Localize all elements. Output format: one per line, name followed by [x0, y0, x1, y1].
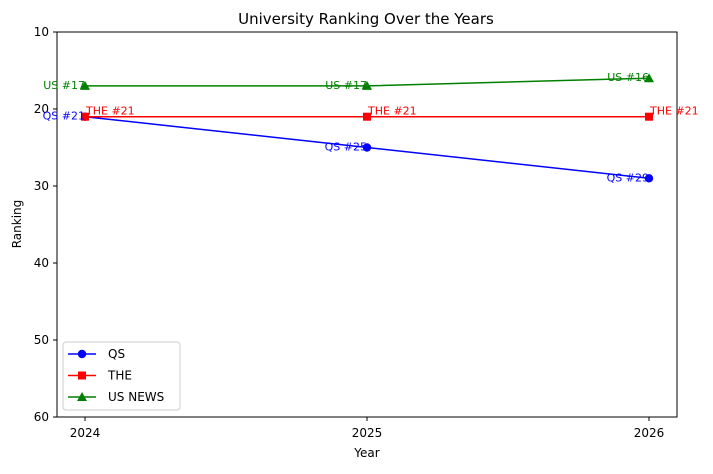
legend-label-qs: QS — [108, 347, 125, 361]
y-tick-label: 30 — [34, 179, 49, 193]
y-tick-label: 20 — [34, 102, 49, 116]
data-label-the: THE #21 — [367, 105, 417, 118]
data-label-us-news: US #17 — [325, 79, 367, 92]
legend-marker-qs — [77, 349, 87, 359]
data-point-the — [363, 112, 371, 121]
y-tick-label: 60 — [34, 410, 49, 424]
legend-box — [62, 341, 181, 411]
data-point-the — [81, 112, 89, 121]
data-label-us-news: US #17 — [43, 79, 85, 92]
legend-label-the: THE — [107, 369, 132, 383]
legend-marker-the — [78, 371, 86, 380]
x-axis-label: Year — [353, 446, 379, 460]
data-label-qs: QS #25 — [325, 141, 367, 154]
x-tick-label: 2026 — [634, 426, 665, 440]
legend: QS THE US NEWS — [62, 341, 181, 411]
series-us-news — [80, 73, 654, 90]
data-point-us-news — [80, 80, 90, 90]
series-layer — [80, 73, 654, 183]
data-label-us-news: US #16 — [607, 71, 649, 84]
data-label-qs: QS #21 — [43, 110, 85, 123]
data-point-the — [645, 112, 653, 121]
legend-label-us-news: US NEWS — [108, 390, 164, 404]
series-qs — [80, 112, 654, 183]
chart-title: University Ranking Over the Years — [238, 10, 494, 28]
y-axis: 10 20 30 40 50 60 — [34, 25, 57, 424]
y-tick-label: 40 — [34, 256, 49, 270]
legend-marker-us-news — [77, 392, 87, 401]
x-axis: 2024 2025 2026 — [70, 417, 665, 440]
x-tick-label: 2025 — [352, 426, 383, 440]
data-label-the: THE #21 — [649, 105, 699, 118]
y-axis-label: Ranking — [10, 200, 24, 249]
x-tick-label: 2024 — [70, 426, 101, 440]
y-tick-label: 50 — [34, 333, 49, 347]
data-point-qs — [362, 143, 372, 152]
data-label-the: THE #21 — [85, 105, 135, 118]
data-label-qs: QS #29 — [607, 171, 649, 184]
data-point-us-news — [644, 73, 654, 83]
series-the — [81, 112, 653, 121]
data-point-qs — [644, 174, 654, 183]
y-tick-label: 10 — [34, 25, 49, 39]
data-point-us-news — [362, 80, 372, 90]
